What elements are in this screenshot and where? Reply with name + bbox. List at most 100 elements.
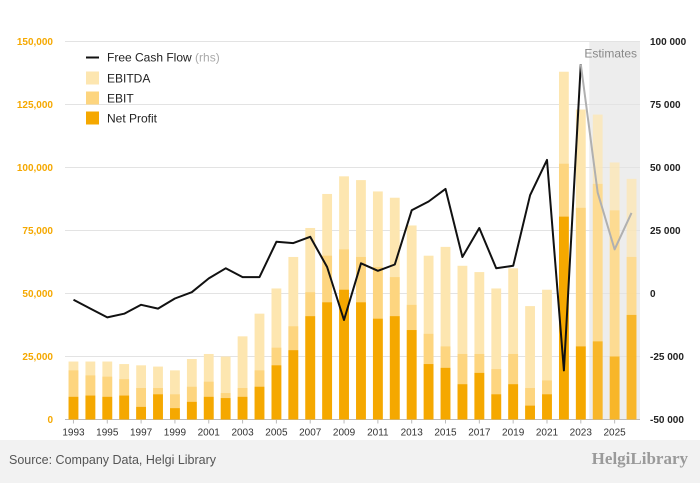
free-cash-flow-line [73,64,633,372]
left-tick-label: 100,000 [17,163,54,174]
net-profit-bar [423,364,434,420]
net-profit-bar [203,396,214,420]
net-profit-bar [508,384,519,420]
net-profit-bar [153,394,163,420]
right-tick-label: 50 000 [650,163,681,174]
ebitda-bar [508,268,519,420]
legend: Free Cash Flow (rhs) EBITDA EBIT Net Profit [86,51,220,126]
net-profit-bar [525,405,535,420]
ebitda-bar [542,289,552,420]
net-profit-bar [626,314,637,420]
ebit-bar [609,210,620,420]
net-profit-bar [136,406,147,420]
net-profit-bar [119,395,130,420]
free-cash-flow-estimate [579,64,633,251]
left-tick-label: 0 [47,415,53,426]
right-tick-label: -50 000 [650,415,684,426]
net-profit-bar [406,330,417,420]
x-tick-label: 2021 [536,428,559,439]
bars [68,71,637,420]
net-profit-bar [237,396,248,420]
legend-swatch-net-profit [86,111,99,125]
ebitda-bar [457,265,468,420]
right-tick-label: 25 000 [650,226,681,237]
left-tick-label: 75,000 [22,226,53,237]
legend-item-ebitda: EBITDA [86,71,150,86]
legend-item-free-cash-flow: Free Cash Flow (rhs) [86,51,220,65]
legend-label-free-cash-flow: Free Cash Flow (rhs) [107,51,220,65]
ebitda-bar [525,306,535,420]
legend-rhs-note: (rhs) [195,51,220,65]
net-profit-bar [288,350,299,420]
left-tick-label: 150,000 [17,37,54,48]
ebitda-bar [474,272,485,420]
right-tick-label: 0 [650,289,656,300]
net-profit-bar [457,384,468,420]
x-tick-label: 2017 [468,428,491,439]
net-profit-bar [85,395,96,420]
left-tick-label: 25,000 [22,352,53,363]
x-tick-label: 1999 [164,428,187,439]
x-tick-label: 2013 [401,428,424,439]
x-tick-label: 2015 [434,428,457,439]
x-tick-label: 2019 [502,428,525,439]
ebitda-bar [491,288,502,420]
ebitda-bar [254,313,265,420]
net-profit-bar [170,408,180,420]
net-profit-bar [372,318,383,420]
right-tick-label: 75 000 [650,100,681,111]
legend-label-net-profit: Net Profit [107,112,158,126]
left-tick-label: 50,000 [22,289,53,300]
x-tick-label: 2003 [231,428,254,439]
x-tick-label: 2025 [604,428,627,439]
brand-logo: HelgiLibrary [591,449,688,468]
legend-item-net-profit: Net Profit [86,111,158,126]
estimates-label: Estimates [584,47,637,61]
ebit-bar [68,370,79,420]
x-tick-label: 2005 [265,428,288,439]
net-profit-bar [575,346,586,420]
legend-swatch-ebit [86,91,99,105]
net-profit-bar [474,372,485,420]
ebit-bar [575,207,586,420]
net-profit-bar [271,365,282,420]
net-profit-bar [254,386,265,420]
ebit-bar [170,394,180,420]
ebitda-bar [440,246,451,420]
net-profit-bar [609,356,620,420]
net-profit-bar [592,341,603,420]
x-tick-label: 2023 [570,428,593,439]
net-profit-bar [558,216,569,420]
legend-label-ebit: EBIT [107,92,134,106]
x-tick-label: 1995 [96,428,119,439]
net-profit-bar [305,316,316,420]
net-profit-bar [220,398,231,420]
net-profit-bar [491,394,502,420]
ebit-bar [136,388,147,420]
net-profit-bar [389,316,400,420]
legend-label-ebitda: EBITDA [107,72,150,86]
x-tick-label: 2001 [198,428,221,439]
net-profit-bar [186,401,197,420]
ebitda-bar [237,336,248,420]
net-profit-bar [322,302,333,420]
net-profit-bar [440,367,451,420]
ebit-bar [525,388,535,420]
gridlines [65,41,640,420]
footer: Source: Company Data, Helgi Library Helg… [0,440,700,483]
left-tick-label: 125,000 [17,100,54,111]
net-profit-bar [68,396,79,420]
net-profit-bar [339,289,349,420]
right-tick-label: -25 000 [650,352,684,363]
free-cash-flow-actual [73,64,582,372]
legend-swatch-ebitda [86,71,99,85]
source-text: Source: Company Data, Helgi Library [9,453,217,467]
net-profit-bar [542,394,552,420]
right-tick-label: 100 000 [650,37,687,48]
net-profit-bar [356,302,366,420]
legend-item-ebit: EBIT [86,91,134,106]
ebit-bar [592,183,603,420]
x-tick-label: 2007 [299,428,322,439]
ebitda-bar [220,356,231,420]
